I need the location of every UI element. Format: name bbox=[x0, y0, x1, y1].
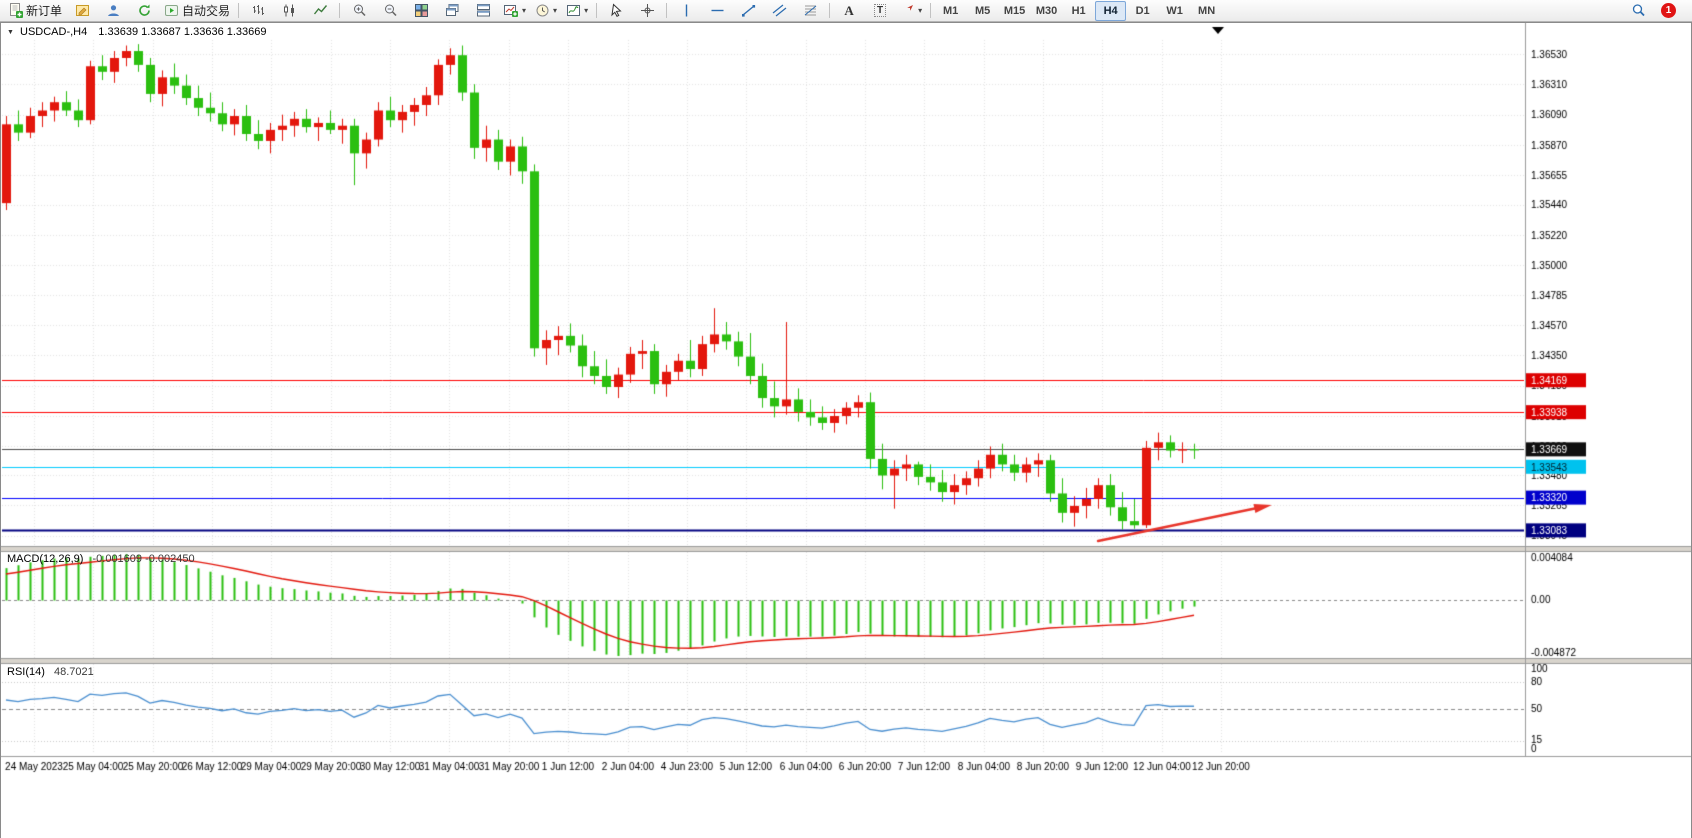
rsi-pane-header: RSI(14) 48.7021 bbox=[7, 666, 94, 678]
bar-chart-icon bbox=[251, 3, 266, 18]
toolbar-separator bbox=[596, 3, 598, 18]
chart-title: ▼ USDCAD-,H4 1.33639 1.33687 1.33636 1.3… bbox=[7, 26, 267, 38]
cascade-windows-icon bbox=[445, 3, 460, 18]
new-order-icon bbox=[8, 3, 23, 18]
tile-horizontal-button[interactable] bbox=[468, 0, 498, 22]
tf-button-w1[interactable]: W1 bbox=[1166, 4, 1183, 17]
text-tool-button[interactable]: A bbox=[834, 0, 864, 22]
toolbar-separator bbox=[666, 3, 668, 18]
zoom-out-icon bbox=[383, 3, 398, 18]
community-button[interactable] bbox=[98, 0, 128, 22]
fibonacci-icon bbox=[803, 3, 818, 18]
cascade-windows-button[interactable] bbox=[437, 0, 467, 22]
tf-button-d1[interactable]: D1 bbox=[1135, 4, 1150, 17]
metaeditor-button[interactable] bbox=[67, 0, 97, 22]
toolbar-separator bbox=[238, 3, 240, 18]
collapse-triangle-icon[interactable]: ▼ bbox=[7, 29, 14, 36]
new-order-label: 新订单 bbox=[26, 4, 63, 18]
profiles-icon bbox=[535, 3, 550, 18]
tf-button-h4[interactable]: H4 bbox=[1095, 0, 1127, 21]
tf-button-m5[interactable]: M5 bbox=[974, 4, 991, 17]
refresh-icon bbox=[137, 3, 152, 18]
search-button[interactable] bbox=[1623, 0, 1653, 22]
toolbar-separator bbox=[930, 3, 932, 18]
chart-ohlc-values: 1.33639 1.33687 1.33636 1.33669 bbox=[98, 26, 267, 38]
tf-button-h1[interactable]: H1 bbox=[1071, 4, 1086, 17]
new-chart-icon bbox=[503, 3, 519, 18]
chevron-down-icon: ▾ bbox=[918, 5, 923, 15]
arrows-tool-button[interactable]: ▾ bbox=[896, 0, 926, 22]
zoom-out-button[interactable] bbox=[375, 0, 405, 22]
chart-symbol-period: USDCAD-,H4 bbox=[20, 26, 88, 38]
zoom-in-button[interactable] bbox=[344, 0, 374, 22]
candlestick-chart-icon bbox=[282, 3, 297, 18]
community-icon bbox=[106, 3, 121, 18]
autotrade-label: 自动交易 bbox=[182, 4, 231, 18]
toolbar-right-group: 1 bbox=[1623, 0, 1676, 22]
cursor-icon bbox=[609, 3, 624, 18]
indicators-button[interactable]: ▾ bbox=[562, 0, 592, 22]
profiles-button[interactable]: ▾ bbox=[531, 0, 561, 22]
trendline-tool-button[interactable] bbox=[733, 0, 763, 22]
tf-button-mn[interactable]: MN bbox=[1198, 4, 1216, 17]
crosshair-tool-button[interactable] bbox=[632, 0, 662, 22]
tf-button-m15[interactable]: M15 bbox=[1003, 4, 1026, 17]
horizontal-line-icon bbox=[710, 3, 725, 18]
vertical-line-icon bbox=[679, 3, 694, 18]
fibonacci-tool-button[interactable] bbox=[795, 0, 825, 22]
new-chart-button[interactable]: ▾ bbox=[499, 0, 530, 22]
text-label-tool-button[interactable]: T bbox=[865, 0, 895, 22]
notification-badge[interactable]: 1 bbox=[1661, 3, 1676, 18]
metaeditor-icon bbox=[75, 3, 90, 18]
candlestick-chart-button[interactable] bbox=[274, 0, 304, 22]
horizontal-line-tool-button[interactable] bbox=[702, 0, 732, 22]
new-order-button[interactable]: 新订单 bbox=[4, 0, 66, 22]
tile-horizontal-icon bbox=[476, 3, 491, 18]
line-chart-button[interactable] bbox=[305, 0, 335, 22]
chevron-down-icon: ▾ bbox=[553, 5, 558, 15]
autotrade-icon bbox=[164, 3, 179, 18]
rsi-value: 48.7021 bbox=[53, 666, 94, 678]
chart-canvas[interactable] bbox=[0, 22, 1692, 838]
channel-tool-button[interactable] bbox=[764, 0, 794, 22]
chevron-down-icon: ▾ bbox=[522, 5, 527, 15]
line-chart-icon bbox=[313, 3, 328, 18]
refresh-button[interactable] bbox=[129, 0, 159, 22]
macd-indicator-name: MACD(12,26,9) bbox=[7, 553, 84, 565]
text-label-icon: T bbox=[874, 4, 887, 17]
main-toolbar: 新订单 自动交易 ▾ ▾ bbox=[0, 0, 1692, 22]
trendline-icon bbox=[741, 3, 756, 18]
tf-button-m1[interactable]: M1 bbox=[942, 4, 959, 17]
channel-icon bbox=[772, 3, 787, 18]
zoom-in-icon bbox=[352, 3, 367, 18]
arrows-icon bbox=[900, 3, 915, 18]
rsi-indicator-name: RSI(14) bbox=[7, 666, 45, 678]
vertical-line-tool-button[interactable] bbox=[671, 0, 701, 22]
macd-pane-header: MACD(12,26,9) -0.001609 -0.002450 bbox=[7, 553, 195, 565]
tile-windows-button[interactable] bbox=[406, 0, 436, 22]
toolbar-separator bbox=[339, 3, 341, 18]
tf-button-m30[interactable]: M30 bbox=[1035, 4, 1058, 17]
toolbar-separator bbox=[829, 3, 831, 18]
tile-windows-icon bbox=[414, 3, 429, 18]
text-icon: A bbox=[844, 2, 854, 18]
macd-values: -0.001609 -0.002450 bbox=[92, 553, 195, 565]
cursor-tool-button[interactable] bbox=[601, 0, 631, 22]
autotrade-toggle[interactable]: 自动交易 bbox=[160, 0, 234, 22]
bar-chart-button[interactable] bbox=[243, 0, 273, 22]
search-icon bbox=[1631, 3, 1646, 18]
crosshair-icon bbox=[640, 3, 655, 18]
indicators-icon bbox=[566, 3, 581, 18]
chevron-down-icon: ▾ bbox=[584, 5, 589, 15]
